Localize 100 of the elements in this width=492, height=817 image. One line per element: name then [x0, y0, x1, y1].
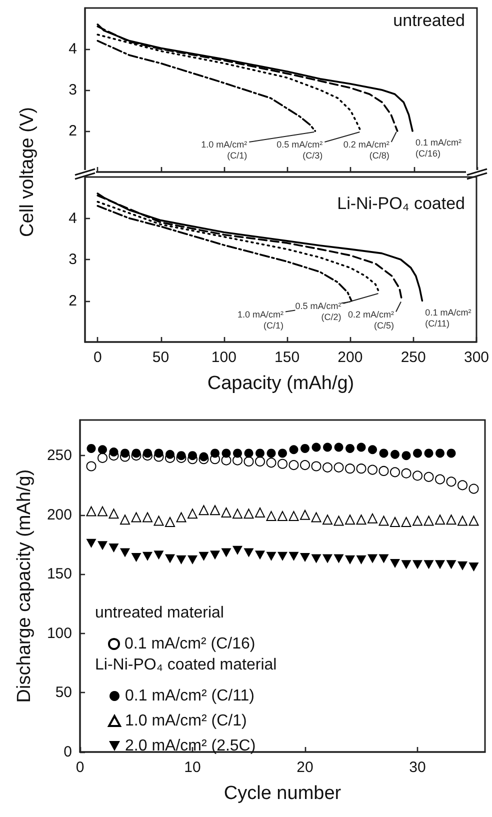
- point: [412, 516, 422, 526]
- annotation: 0.2 mA/cm² (C/5): [348, 309, 394, 330]
- point: [435, 560, 445, 570]
- point: [468, 562, 479, 572]
- point: [98, 541, 108, 550]
- point: [210, 505, 220, 516]
- point: [166, 450, 174, 459]
- point: [424, 448, 434, 458]
- point: [255, 456, 265, 466]
- x-axis-title: Cycle number: [224, 783, 342, 804]
- point: [412, 470, 422, 481]
- annotation: 0.1 mA/cm² (C/16): [416, 138, 462, 158]
- point: [311, 512, 322, 522]
- point: [198, 505, 209, 516]
- point: [424, 560, 434, 570]
- annotation: untreated material: [95, 604, 224, 622]
- point: [86, 444, 96, 453]
- point: [300, 553, 310, 562]
- point: [233, 448, 242, 458]
- point: [322, 462, 332, 472]
- point: [98, 445, 107, 454]
- point: [322, 514, 332, 525]
- point: [300, 460, 310, 470]
- point: [176, 512, 186, 522]
- point: [120, 548, 130, 558]
- point: [390, 516, 400, 527]
- point: [232, 455, 242, 466]
- point: [222, 448, 231, 458]
- point: [288, 511, 299, 522]
- point: [131, 512, 142, 522]
- point: [390, 450, 400, 459]
- point: [458, 480, 468, 490]
- legend-label: 0.1 mA/cm² (C/16): [124, 636, 256, 652]
- point: [458, 561, 468, 570]
- point: [322, 554, 332, 564]
- point: [288, 460, 299, 470]
- point: [356, 464, 366, 474]
- point: [278, 448, 287, 458]
- point: [378, 516, 389, 526]
- point: [176, 451, 186, 460]
- point: [188, 451, 197, 460]
- annotation: 0.5 mA/cm² (C/3): [276, 140, 323, 160]
- point: [266, 511, 276, 522]
- point: [210, 550, 220, 560]
- point: [368, 513, 378, 524]
- point: [165, 554, 175, 564]
- point: [446, 514, 456, 525]
- point: [356, 514, 366, 525]
- point: [255, 550, 265, 560]
- point: [278, 511, 288, 522]
- point: [345, 514, 355, 525]
- annotation: 0.5 mA/cm² (C/2): [295, 301, 342, 322]
- point: [255, 507, 265, 518]
- annotation: 1.0 mA/cm² (C/1): [201, 140, 248, 160]
- point: [436, 448, 444, 458]
- point: [334, 554, 344, 564]
- annotation: Li-Ni-PO₄ coated material: [95, 656, 277, 674]
- point: [266, 458, 276, 468]
- point: [198, 552, 209, 561]
- annotation: 0.1 mA/cm² (C/11): [425, 307, 472, 328]
- point: [368, 464, 378, 475]
- point: [312, 442, 321, 452]
- y-tick-label: 4: [68, 210, 77, 227]
- point: [154, 448, 164, 458]
- x-axis-title: Capacity (mAh/g): [207, 373, 354, 394]
- point: [300, 510, 310, 520]
- point: [311, 554, 322, 564]
- point: [132, 448, 141, 458]
- point: [266, 552, 276, 561]
- point: [108, 508, 119, 519]
- point: [154, 550, 164, 560]
- x-tick-label: 10: [184, 759, 201, 776]
- point: [131, 553, 142, 562]
- point: [446, 476, 456, 487]
- y-tick-label: 100: [46, 624, 72, 642]
- x-tick-label: 200: [338, 349, 363, 366]
- y-tick-label: 250: [46, 447, 72, 464]
- point: [154, 516, 164, 526]
- y-tick-label: 0: [64, 744, 72, 760]
- point: [188, 555, 198, 564]
- point: [401, 516, 412, 527]
- point: [334, 442, 344, 452]
- point: [323, 442, 332, 452]
- x-tick-label: 50: [152, 349, 170, 366]
- point: [221, 507, 232, 518]
- point: [86, 538, 96, 548]
- point: [266, 448, 276, 458]
- y-tick-label: 3: [68, 251, 77, 268]
- point: [378, 554, 389, 564]
- point: [120, 514, 130, 525]
- annotation: untreated: [393, 11, 465, 30]
- point: [446, 560, 456, 570]
- point: [86, 461, 96, 472]
- point: [390, 467, 400, 478]
- point: [244, 508, 254, 519]
- x-tick-label: 250: [400, 349, 426, 366]
- annotation: 1.0 mA/cm² (C/1): [237, 309, 284, 330]
- y-tick-label: 50: [55, 684, 72, 702]
- y-tick-label: 2: [68, 122, 77, 140]
- point: [142, 512, 152, 522]
